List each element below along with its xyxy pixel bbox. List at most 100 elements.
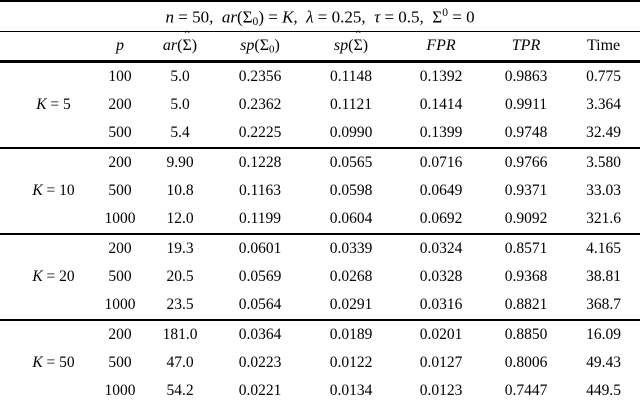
header-p: p bbox=[95, 31, 145, 63]
group-4: K = 50 200 181.0 0.0364 0.0189 0.0201 0.8850 16… bbox=[0, 320, 640, 404]
cell-tpr: 0.9092 bbox=[504, 210, 548, 227]
cell-sp-sigma-hat: 0.0565 bbox=[329, 154, 373, 171]
text-segment: τ bbox=[374, 6, 381, 26]
cell-p: 500 bbox=[108, 268, 132, 285]
cell-ar-sigma-hat: 23.5 bbox=[166, 296, 194, 313]
cell-sp-sigma0: 0.2225 bbox=[238, 124, 282, 141]
text-segment: 0 bbox=[252, 14, 259, 28]
cell-tpr: 0.8006 bbox=[504, 354, 548, 371]
text-segment: ) bbox=[362, 37, 369, 54]
cell-fpr: 0.0316 bbox=[419, 296, 463, 313]
cell-fpr: 0.1414 bbox=[419, 96, 463, 113]
text-segment: K bbox=[32, 182, 43, 199]
table-row: 500 10.8 0.1163 0.0598 0.0649 0.9371 33.03 bbox=[0, 177, 640, 205]
cell-fpr: 0.0692 bbox=[419, 210, 463, 227]
text-segment: = 0.5, Σ bbox=[380, 6, 443, 26]
cell-time: 368.7 bbox=[586, 296, 621, 313]
cell-fpr: 0.1399 bbox=[419, 124, 463, 141]
cell-tpr: 0.9748 bbox=[504, 124, 548, 141]
group-1: K = 5 100 5.0 0.2356 0.1148 0.1392 0.9863 0.775… bbox=[0, 61, 640, 149]
table-row: 1000 12.0 0.1199 0.0604 0.0692 0.9092 321.6 bbox=[0, 205, 640, 234]
text-segment: (Σ bbox=[236, 6, 253, 26]
cell-tpr: 0.9371 bbox=[504, 182, 548, 199]
cell-ar-sigma-hat: 19.3 bbox=[166, 240, 194, 257]
table-row: K = 10 200 9.90 0.1228 0.0565 0.0716 0.9766 3.5… bbox=[0, 148, 640, 199]
table-title: n = 50, ar(Σ0) = K, λ = 0.25, τ = 0.5, Σ… bbox=[0, 1, 640, 32]
cell-time: 16.09 bbox=[586, 326, 621, 343]
cell-sp-sigma0: 0.1199 bbox=[238, 210, 282, 227]
cell-p: 200 bbox=[108, 240, 132, 257]
cell-fpr: 0.0201 bbox=[419, 326, 463, 343]
text-segment: 0 bbox=[269, 43, 275, 56]
cell-ar-sigma-hat: 54.2 bbox=[166, 382, 194, 399]
table-row: 500 20.5 0.0569 0.0268 0.0328 0.9368 38.81 bbox=[0, 263, 640, 291]
header-sp-sigma-hat: sp(Σ) bbox=[305, 31, 397, 63]
group-label: K = 50 bbox=[0, 320, 95, 404]
cell-fpr: 0.0716 bbox=[419, 154, 463, 171]
table-row: 500 47.0 0.0223 0.0122 0.0127 0.8006 49.43 bbox=[0, 349, 640, 377]
cell-time: 449.5 bbox=[586, 382, 621, 399]
cell-tpr: 0.8571 bbox=[504, 240, 548, 257]
header-tpr: TPR bbox=[485, 31, 567, 63]
cell-p: 500 bbox=[108, 182, 132, 199]
cell-sp-sigma0: 0.1228 bbox=[238, 154, 282, 171]
text-segment: (Σ bbox=[254, 36, 270, 54]
text-segment: n bbox=[165, 6, 175, 26]
text-segment: Time bbox=[586, 37, 621, 54]
text-segment: K bbox=[32, 354, 43, 371]
text-segment: λ bbox=[306, 6, 314, 26]
text-segment: TPR bbox=[511, 37, 541, 54]
cell-ar-sigma-hat: 181.0 bbox=[162, 326, 198, 343]
cell-sp-sigma-hat: 0.0598 bbox=[329, 182, 373, 199]
text-segment: p bbox=[116, 37, 124, 54]
cell-time: 0.775 bbox=[586, 68, 621, 85]
text-segment: = 0 bbox=[447, 6, 475, 26]
cell-time: 4.165 bbox=[586, 240, 621, 257]
group-3: K = 20 200 19.3 0.0601 0.0339 0.0324 0.8571 4.1… bbox=[0, 234, 640, 320]
cell-ar-sigma-hat: 47.0 bbox=[166, 354, 194, 371]
cell-fpr: 0.0127 bbox=[419, 354, 463, 371]
cell-fpr: 0.0324 bbox=[419, 240, 463, 257]
cell-time: 33.03 bbox=[586, 182, 621, 199]
cell-p: 1000 bbox=[104, 210, 136, 227]
text-segment: 0 bbox=[442, 5, 448, 19]
cell-tpr: 0.9368 bbox=[504, 268, 548, 285]
text-segment: = 10 bbox=[42, 182, 75, 199]
cell-p: 200 bbox=[108, 154, 132, 171]
cell-tpr: 0.9911 bbox=[504, 96, 548, 113]
cell-sp-sigma0: 0.2356 bbox=[238, 68, 282, 85]
cell-ar-sigma-hat: 9.90 bbox=[166, 154, 194, 171]
cell-sp-sigma0: 0.0564 bbox=[238, 296, 282, 313]
table-row: 200 5.0 0.2362 0.1121 0.1414 0.9911 3.364 bbox=[0, 91, 640, 119]
table-row: 1000 54.2 0.0221 0.0134 0.0123 0.7447 449.5 bbox=[0, 377, 640, 404]
header-time: Time bbox=[567, 31, 640, 63]
cell-sp-sigma-hat: 0.0268 bbox=[329, 268, 373, 285]
table-row: K = 5 100 5.0 0.2356 0.1148 0.1392 0.9863 0.775 bbox=[0, 62, 640, 113]
cell-sp-sigma-hat: 0.0339 bbox=[329, 240, 373, 257]
cell-p: 100 bbox=[108, 68, 132, 85]
cell-p: 200 bbox=[108, 96, 132, 113]
cell-time: 38.81 bbox=[586, 268, 621, 285]
cell-ar-sigma-hat: 5.0 bbox=[170, 96, 190, 113]
group-label: K = 5 bbox=[0, 62, 95, 149]
cell-fpr: 0.1392 bbox=[419, 68, 463, 85]
cell-tpr: 0.9863 bbox=[504, 68, 548, 85]
text-segment: K bbox=[32, 268, 43, 285]
cell-sp-sigma-hat: 0.0134 bbox=[329, 382, 373, 399]
text-segment: ) bbox=[191, 37, 198, 54]
cell-tpr: 0.7447 bbox=[504, 382, 548, 399]
text-segment: , bbox=[293, 6, 307, 26]
cell-sp-sigma-hat: 0.0122 bbox=[329, 354, 373, 371]
text-segment: ar bbox=[162, 37, 178, 54]
group-label: K = 20 bbox=[0, 234, 95, 320]
cell-time: 32.49 bbox=[586, 124, 621, 141]
cell-sp-sigma-hat: 0.1121 bbox=[329, 96, 373, 113]
text-segment: K bbox=[36, 96, 47, 113]
cell-sp-sigma0: 0.0223 bbox=[238, 354, 282, 371]
header-fpr: FPR bbox=[397, 31, 485, 63]
cell-fpr: 0.0649 bbox=[419, 182, 463, 199]
cell-p: 500 bbox=[108, 124, 132, 141]
header-group-col bbox=[0, 31, 95, 63]
text-segment: ( bbox=[177, 37, 183, 54]
table-row: K = 20 200 19.3 0.0601 0.0339 0.0324 0.8571 4.1… bbox=[0, 234, 640, 285]
